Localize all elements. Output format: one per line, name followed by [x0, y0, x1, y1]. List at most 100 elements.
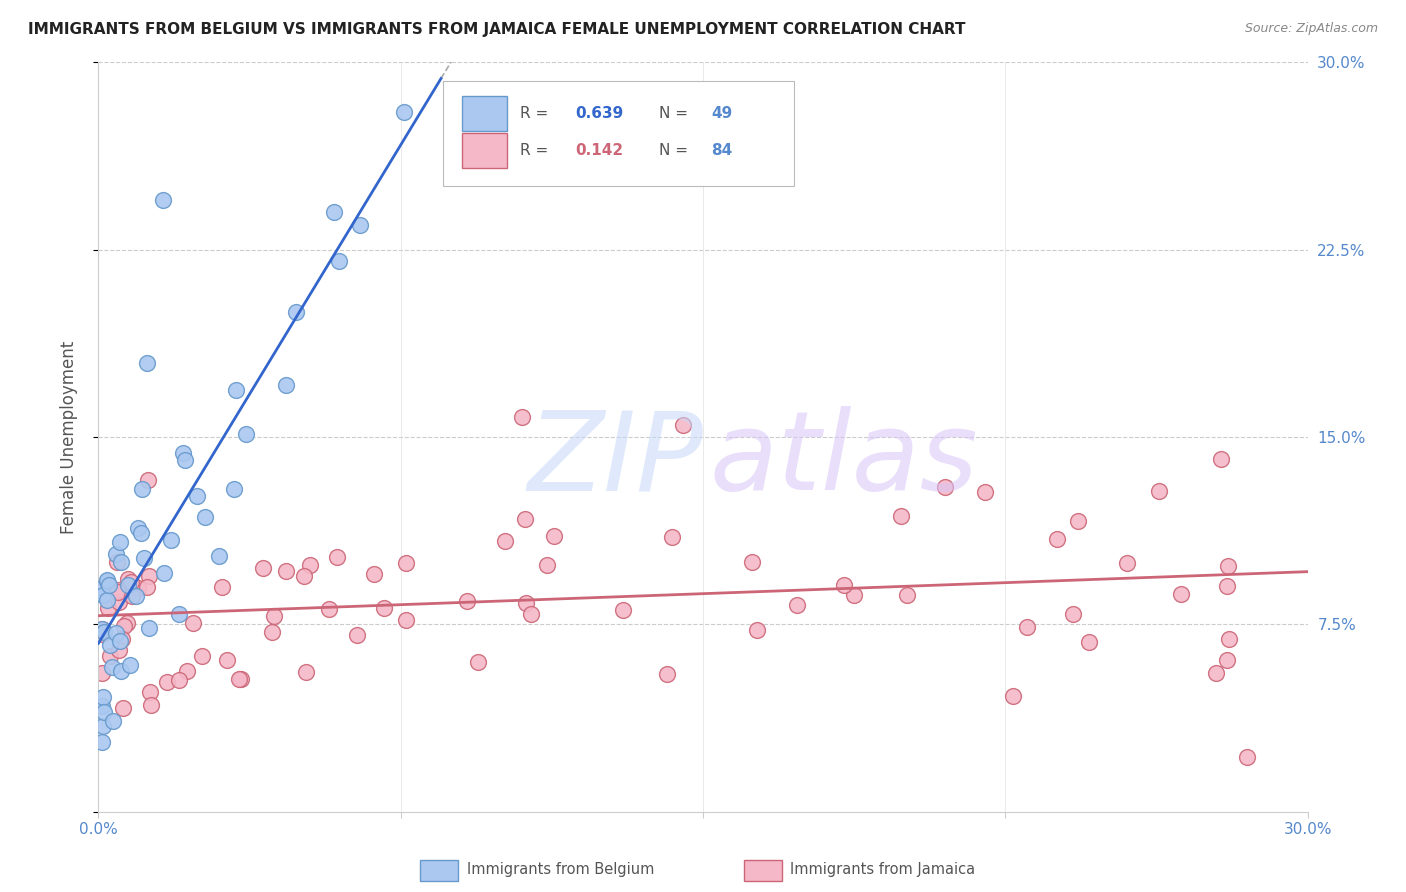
Point: [208, 549, 231, 564]
Point: [167, 607, 190, 621]
Point: [105, 555, 128, 569]
Point: [160, 533, 183, 548]
Point: [395, 613, 418, 627]
Point: [510, 410, 533, 425]
Text: IMMIGRANTS FROM BELGIUM VS IMMIGRANTS FROM JAMAICA FEMALE UNEMPLOYMENT CORRELATI: IMMIGRANTS FROM BELGIUM VS IMMIGRANTS FR…: [28, 22, 966, 37]
Point: [110, 664, 132, 678]
FancyBboxPatch shape: [463, 133, 508, 169]
Point: [346, 628, 368, 642]
Point: [612, 602, 634, 616]
Point: [107, 643, 129, 657]
Point: [194, 510, 217, 524]
Point: [934, 480, 956, 494]
Point: [394, 105, 416, 120]
Point: [328, 254, 350, 268]
Text: N =: N =: [659, 106, 693, 121]
Point: [325, 549, 347, 564]
Point: [136, 356, 159, 370]
Point: [252, 560, 274, 574]
Point: [231, 672, 253, 686]
Point: [1216, 578, 1239, 592]
Point: [93, 705, 115, 719]
Point: [1216, 558, 1239, 573]
Point: [363, 566, 385, 581]
Point: [172, 446, 194, 460]
Point: [1218, 632, 1240, 646]
Point: [98, 638, 121, 652]
Point: [176, 664, 198, 678]
Point: [661, 530, 683, 544]
Point: [141, 698, 163, 713]
Point: [373, 601, 395, 615]
Point: [298, 558, 321, 573]
Point: [225, 383, 247, 397]
Point: [91, 666, 114, 681]
Point: [515, 512, 537, 526]
Point: [101, 660, 124, 674]
Point: [136, 473, 159, 487]
Point: [124, 590, 146, 604]
Point: [127, 581, 149, 595]
Point: [91, 735, 114, 749]
Text: atlas: atlas: [709, 406, 977, 513]
Point: [186, 489, 208, 503]
Point: [110, 555, 132, 569]
Point: [107, 585, 129, 599]
Point: [1211, 451, 1233, 466]
Point: [115, 615, 138, 630]
Point: [108, 594, 131, 608]
Point: [132, 550, 155, 565]
Text: 84: 84: [711, 144, 733, 159]
Point: [322, 205, 344, 219]
Point: [228, 673, 250, 687]
Point: [117, 572, 139, 586]
Point: [276, 377, 298, 392]
Point: [515, 596, 537, 610]
Point: [274, 564, 297, 578]
Point: [91, 690, 114, 704]
Text: Immigrants from Jamaica: Immigrants from Jamaica: [790, 863, 976, 877]
Point: [96, 593, 118, 607]
Point: [1017, 620, 1039, 634]
Point: [747, 623, 769, 637]
Point: [112, 619, 135, 633]
Point: [543, 529, 565, 543]
Point: [295, 665, 318, 679]
Point: [896, 588, 918, 602]
Point: [1062, 607, 1084, 621]
Point: [127, 521, 149, 535]
Point: [93, 625, 115, 640]
Point: [260, 625, 283, 640]
Point: [96, 573, 118, 587]
Point: [120, 657, 142, 672]
FancyBboxPatch shape: [463, 95, 508, 131]
Point: [1001, 689, 1024, 703]
Point: [211, 580, 233, 594]
Point: [110, 534, 132, 549]
Point: [139, 685, 162, 699]
Text: Immigrants from Belgium: Immigrants from Belgium: [467, 863, 654, 877]
Point: [120, 575, 142, 590]
Point: [98, 649, 121, 664]
Point: [101, 714, 124, 728]
Point: [222, 482, 245, 496]
Point: [536, 558, 558, 573]
Point: [108, 634, 131, 648]
Point: [1216, 653, 1239, 667]
Text: N =: N =: [659, 144, 693, 159]
Point: [131, 482, 153, 496]
Point: [1170, 587, 1192, 601]
Point: [741, 555, 763, 569]
Text: 49: 49: [711, 106, 733, 121]
Text: Source: ZipAtlas.com: Source: ZipAtlas.com: [1244, 22, 1378, 36]
Point: [96, 574, 118, 588]
Point: [169, 673, 191, 687]
Point: [520, 607, 543, 622]
FancyBboxPatch shape: [443, 81, 793, 186]
Point: [1067, 514, 1090, 528]
Point: [107, 583, 129, 598]
Point: [395, 556, 418, 570]
Text: R =: R =: [520, 144, 554, 159]
Point: [456, 594, 478, 608]
Point: [217, 653, 239, 667]
